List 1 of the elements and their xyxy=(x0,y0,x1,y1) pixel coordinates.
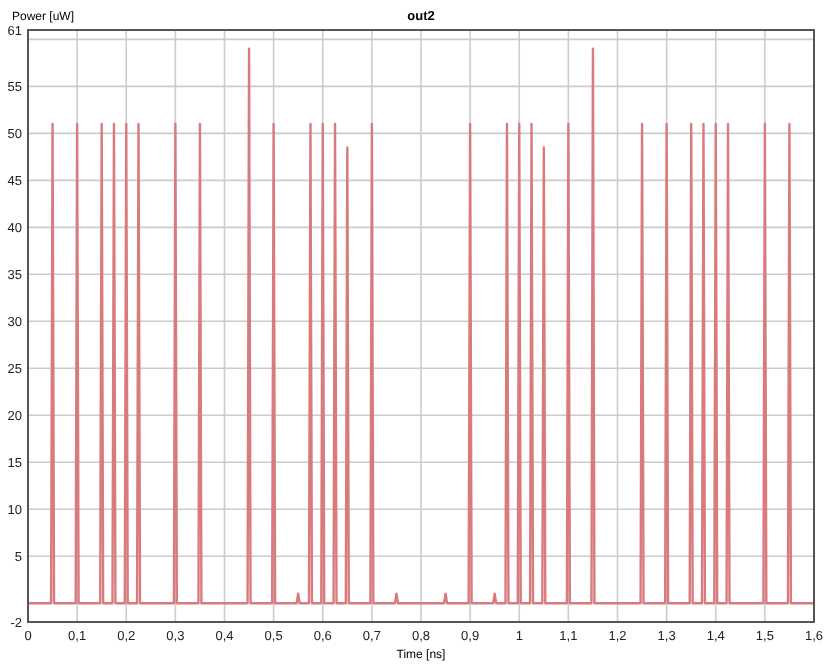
line-series xyxy=(26,47,816,605)
